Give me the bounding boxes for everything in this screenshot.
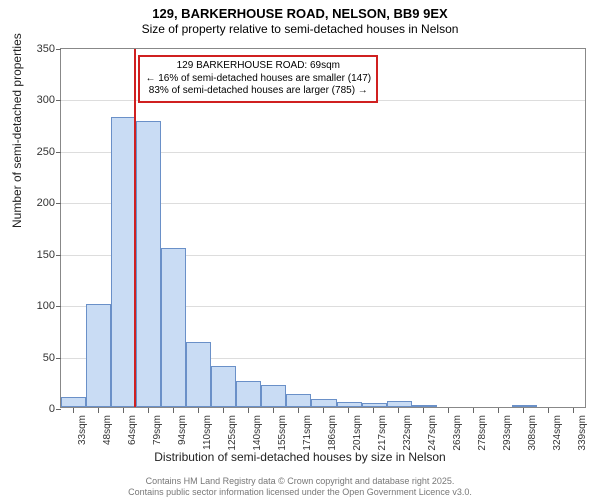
reference-line [134, 49, 136, 407]
histogram-bar [412, 405, 437, 407]
annotation-box: 129 BARKERHOUSE ROAD: 69sqm ← 16% of sem… [138, 55, 378, 103]
attribution-line-1: Contains HM Land Registry data © Crown c… [0, 476, 600, 487]
x-tick-mark [173, 408, 174, 413]
x-tick-mark [223, 408, 224, 413]
x-tick-mark [548, 408, 549, 413]
x-tick-label: 293sqm [502, 415, 513, 451]
x-tick-label: 217sqm [377, 415, 388, 451]
x-tick-label: 140sqm [252, 415, 263, 451]
x-tick-label: 171sqm [302, 415, 313, 451]
y-tick-mark [56, 152, 61, 153]
x-tick-label: 247sqm [427, 415, 438, 451]
x-tick-mark [448, 408, 449, 413]
x-tick-mark [573, 408, 574, 413]
x-axis-label: Distribution of semi-detached houses by … [0, 450, 600, 464]
bars-group [61, 49, 585, 407]
histogram-bar [211, 366, 236, 407]
attribution-line-2: Contains public sector information licen… [0, 487, 600, 498]
histogram-bar [362, 403, 387, 407]
histogram-bar [111, 117, 136, 407]
chart-subtitle: Size of property relative to semi-detach… [0, 22, 600, 36]
x-tick-mark [123, 408, 124, 413]
x-tick-label: 110sqm [202, 415, 213, 450]
histogram-bar [286, 394, 311, 407]
x-tick-label: 278sqm [477, 415, 488, 451]
y-tick-mark [56, 306, 61, 307]
x-tick-label: 324sqm [552, 415, 563, 451]
x-tick-mark [298, 408, 299, 413]
x-tick-mark [498, 408, 499, 413]
x-tick-label: 64sqm [127, 415, 138, 445]
annotation-line-1: 129 BARKERHOUSE ROAD: 69sqm [145, 60, 371, 73]
x-tick-label: 263sqm [452, 415, 463, 451]
x-ticks-group: 33sqm 48sqm 64sqm 79sqm 94sqm 110sqm 125sqm 140… [60, 408, 586, 454]
histogram-bar [512, 405, 537, 407]
histogram-bar [61, 397, 86, 407]
attribution: Contains HM Land Registry data © Crown c… [0, 476, 600, 498]
x-tick-label: 79sqm [152, 415, 163, 445]
x-tick-label: 339sqm [577, 415, 588, 451]
x-tick-label: 308sqm [527, 415, 538, 451]
x-tick-mark [373, 408, 374, 413]
x-tick-label: 155sqm [277, 415, 288, 451]
x-tick-mark [398, 408, 399, 413]
plot-area: 129 BARKERHOUSE ROAD: 69sqm ← 16% of sem… [60, 48, 586, 408]
y-tick-mark [56, 358, 61, 359]
x-tick-mark [248, 408, 249, 413]
x-tick-mark [348, 408, 349, 413]
histogram-bar [86, 304, 111, 407]
histogram-bar [186, 342, 211, 407]
y-tick-mark [56, 100, 61, 101]
x-tick-label: 33sqm [77, 415, 88, 445]
histogram-bar [311, 399, 336, 407]
histogram-bar [261, 385, 286, 407]
histogram-bar [236, 381, 261, 407]
x-tick-mark [198, 408, 199, 413]
x-tick-mark [273, 408, 274, 413]
histogram-bar [337, 402, 362, 407]
histogram-bar [387, 401, 412, 407]
x-tick-mark [473, 408, 474, 413]
x-tick-label: 186sqm [327, 415, 338, 451]
histogram-bar [161, 248, 186, 407]
x-tick-label: 125sqm [227, 415, 238, 451]
y-axis-label: Number of semi-detached properties [10, 33, 24, 228]
x-tick-mark [73, 408, 74, 413]
annotation-line-2: ← 16% of semi-detached houses are smalle… [145, 73, 371, 86]
y-tick-mark [56, 49, 61, 50]
x-tick-label: 232sqm [402, 415, 413, 451]
y-tick-mark [56, 255, 61, 256]
y-tick-mark [56, 203, 61, 204]
x-tick-mark [423, 408, 424, 413]
title-block: 129, BARKERHOUSE ROAD, NELSON, BB9 9EX S… [0, 0, 600, 36]
chart-container: 129, BARKERHOUSE ROAD, NELSON, BB9 9EX S… [0, 0, 600, 500]
histogram-bar [136, 121, 161, 407]
annotation-line-3: 83% of semi-detached houses are larger (… [145, 85, 371, 98]
x-tick-label: 94sqm [177, 415, 188, 445]
x-tick-label: 201sqm [352, 415, 363, 451]
x-tick-mark [148, 408, 149, 413]
x-tick-mark [523, 408, 524, 413]
x-tick-label: 48sqm [102, 415, 113, 445]
x-tick-mark [323, 408, 324, 413]
chart-title: 129, BARKERHOUSE ROAD, NELSON, BB9 9EX [0, 6, 600, 21]
x-tick-mark [98, 408, 99, 413]
